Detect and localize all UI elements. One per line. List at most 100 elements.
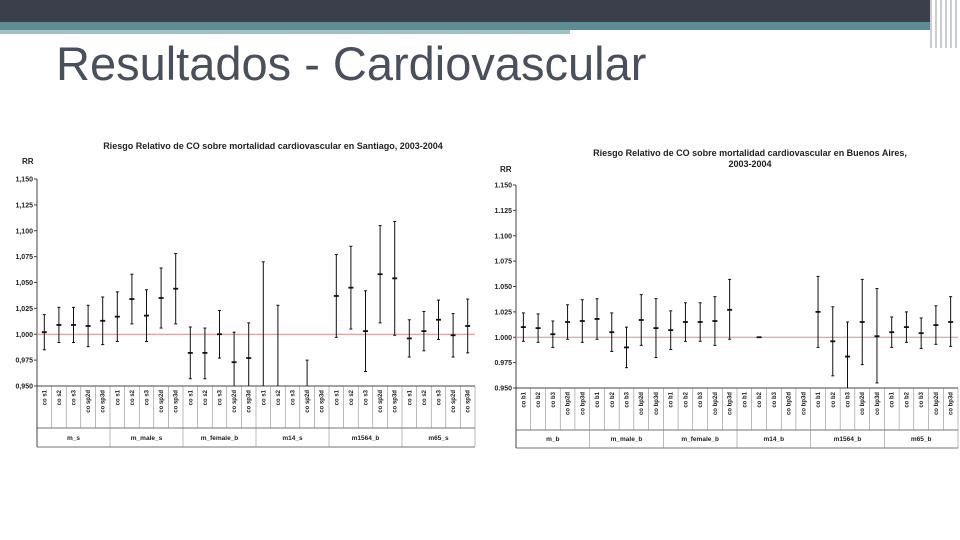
x-group-label: m1564_b — [834, 436, 862, 443]
x-tick-label: co s2 — [422, 389, 428, 405]
x-tick-label: co sp2d — [378, 390, 384, 413]
x-tick-label: co b1 — [890, 391, 896, 407]
x-tick-label: co bp3d — [728, 392, 734, 415]
x-tick-label: co s3 — [72, 389, 78, 405]
x-tick-label: co b2 — [683, 391, 689, 407]
x-tick-label: co b2 — [610, 391, 616, 407]
chart-buenos-aires: Riesgo Relativo de CO sobre mortalidad c… — [494, 148, 959, 449]
chart-santiago: Riesgo Relativo de CO sobre mortalidad c… — [15, 141, 476, 448]
y-axis-label: RR — [500, 165, 512, 174]
x-tick-label: co b2 — [536, 391, 542, 407]
x-tick-label: co sp3d — [320, 390, 326, 413]
x-tick-label: co b3 — [698, 391, 704, 407]
x-tick-label: co sp2d — [86, 390, 92, 413]
x-tick-label: co sp3d — [101, 390, 107, 413]
x-tick-label: co s2 — [203, 389, 209, 405]
y-axis-label: RR — [22, 157, 34, 166]
x-tick-label: co sp3d — [174, 390, 180, 413]
x-tick-label: co sp2d — [232, 390, 238, 413]
header-stripe — [0, 22, 960, 30]
x-tick-label: co s3 — [364, 389, 370, 405]
x-tick-label: co bp3d — [654, 392, 660, 415]
x-group-label: m65_s — [428, 435, 449, 442]
x-tick-label: co bp3d — [875, 392, 881, 415]
x-group-label: m_male_s — [131, 435, 163, 442]
x-tick-label: co s1 — [115, 389, 121, 405]
x-tick-label: co bp2d — [566, 392, 572, 415]
x-tick-label: co b2 — [831, 391, 837, 407]
x-tick-label: co s2 — [57, 389, 63, 405]
x-tick-label: co sp2d — [159, 390, 165, 413]
y-tick-label: 1.150 — [494, 183, 512, 190]
x-tick-label: co bp2d — [860, 392, 866, 415]
x-tick-label: co s3 — [291, 389, 297, 405]
x-group-label: m_male_b — [611, 436, 643, 443]
y-tick-label: 0.975 — [494, 360, 512, 367]
x-tick-label: co s2 — [276, 389, 282, 405]
x-tick-label: co b3 — [919, 391, 925, 407]
x-tick-label: co s1 — [407, 389, 413, 405]
x-group-label: m1564_b — [352, 435, 380, 442]
y-tick-label: 1,075 — [15, 254, 33, 261]
x-tick-label: co s2 — [349, 389, 355, 405]
x-group-label: m_b — [546, 436, 559, 443]
x-tick-label: co sp3d — [393, 390, 399, 413]
y-tick-label: 0,950 — [15, 384, 33, 391]
corner-decoration — [930, 0, 960, 48]
x-group-label: m_female_b — [681, 436, 719, 443]
chart-title: Riesgo Relativo de CO sobre mortalidad c… — [103, 141, 443, 151]
x-tick-label: co s3 — [145, 389, 151, 405]
x-tick-label: co b1 — [521, 391, 527, 407]
x-tick-label: co bp2d — [639, 392, 645, 415]
x-tick-label: co bp3d — [580, 392, 586, 415]
y-tick-label: 1,125 — [15, 202, 33, 209]
y-tick-label: 0,975 — [15, 358, 33, 365]
x-tick-label: co bp2d — [713, 392, 719, 415]
x-tick-label: co sp3d — [247, 390, 253, 413]
x-tick-label: co s2 — [130, 389, 136, 405]
x-group-label: m65_b — [911, 436, 932, 443]
x-tick-label: co bp2d — [934, 392, 940, 415]
chart-title: Riesgo Relativo de CO sobre mortalidad c… — [593, 148, 907, 169]
x-group-label: m14_s — [282, 435, 303, 442]
y-tick-label: 1.000 — [494, 335, 512, 342]
x-tick-label: co b2 — [904, 391, 910, 407]
x-tick-label: co bp3d — [949, 392, 955, 415]
y-tick-label: 1,025 — [15, 306, 33, 313]
x-tick-label: co b1 — [816, 391, 822, 407]
y-tick-label: 1.075 — [494, 259, 512, 266]
slide-title: Resultados - Cardiovascular — [56, 37, 647, 90]
x-tick-label: co b1 — [669, 391, 675, 407]
x-tick-label: co sp3d — [466, 390, 472, 413]
x-group-label: m_s — [67, 435, 80, 442]
x-tick-label: co s1 — [261, 389, 267, 405]
y-tick-label: 1.100 — [494, 233, 512, 240]
y-tick-label: 1.125 — [494, 208, 512, 215]
y-tick-label: 1,050 — [15, 280, 33, 287]
x-tick-label: co b3 — [846, 391, 852, 407]
x-group-label: m14_b — [764, 436, 785, 443]
y-tick-label: 0.950 — [494, 386, 512, 393]
x-tick-label: co b2 — [757, 391, 763, 407]
x-tick-label: co b1 — [742, 391, 748, 407]
x-tick-label: co b3 — [551, 391, 557, 407]
x-tick-label: co s3 — [218, 389, 224, 405]
x-tick-label: co sp2d — [451, 390, 457, 413]
y-tick-label: 1.025 — [494, 309, 512, 316]
x-tick-label: co b3 — [625, 391, 631, 407]
header-stripe-light — [0, 30, 570, 34]
y-tick-label: 1,100 — [15, 228, 33, 235]
x-tick-label: co bp3d — [801, 392, 807, 415]
y-tick-label: 1,000 — [15, 332, 33, 339]
x-group-label: m_female_b — [201, 435, 239, 442]
x-tick-label: co b3 — [772, 391, 778, 407]
y-tick-label: 1,150 — [15, 177, 33, 184]
x-tick-label: co s3 — [437, 389, 443, 405]
x-tick-label: co b1 — [595, 391, 601, 407]
header-bar — [0, 0, 960, 22]
x-tick-label: co s1 — [188, 389, 194, 405]
x-tick-label: co s1 — [42, 389, 48, 405]
x-tick-label: co s1 — [334, 389, 340, 405]
x-tick-label: co sp2d — [305, 390, 311, 413]
